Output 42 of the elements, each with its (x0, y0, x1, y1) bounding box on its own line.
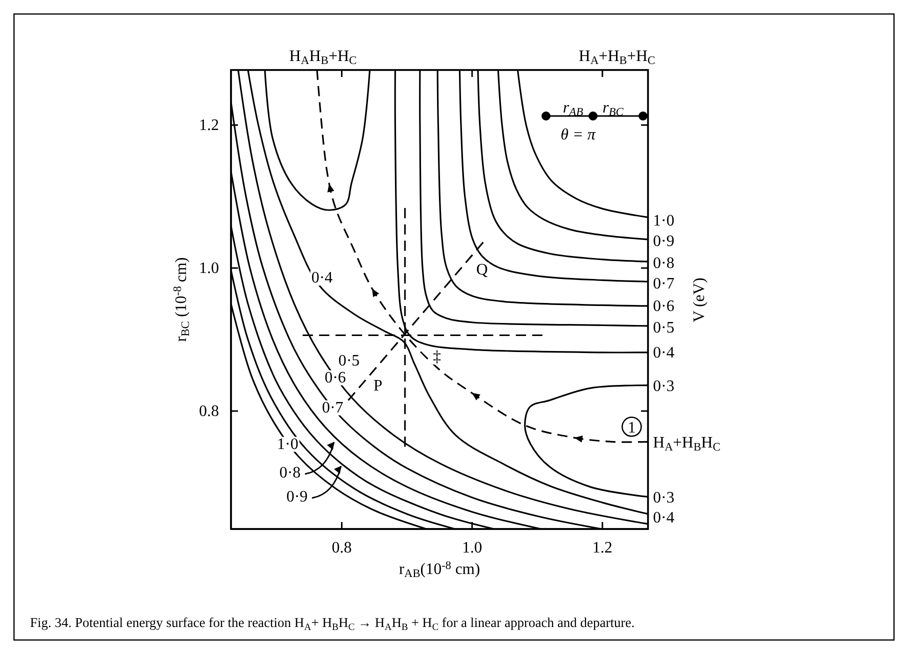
annotation: 0·8 (653, 254, 674, 272)
annotation: 0·6 (324, 369, 346, 386)
annotation: 0·5 (338, 352, 360, 370)
annotation: Q (476, 262, 488, 279)
text: H$_{A}$+H$_{B}$+H$_{C}$ (578, 48, 656, 68)
annotation: 0·9 (286, 488, 308, 506)
line-series (231, 170, 542, 529)
x-axis-title: r$_{AB}$(10$^{-8}$ cm) (398, 560, 480, 580)
line-series (497, 70, 648, 240)
text: H$_{A}$H$_{B}$+H$_{C}$ (289, 48, 358, 68)
y-tick-label: 0.8 (199, 403, 219, 420)
annotation: 0·8 (279, 464, 301, 482)
annotation: 1·0 (653, 212, 674, 230)
annotation: 0·4 (311, 270, 333, 287)
x-tick-label: 0.8 (332, 539, 352, 556)
annotation: 0·7 (653, 276, 674, 293)
annotation: r$_{AB}$ (562, 100, 584, 119)
annotation: ‡ (433, 348, 441, 366)
line-series (516, 70, 648, 218)
line-series (231, 302, 428, 529)
chart-title: Fig. 34. Potential energy surface for the reaction H$_{A}$+ H$_{B}$H$_{C}$ → H$_{A}$H$_{B}$ + H$_{C}$ for a linear approach and departure. (30, 615, 635, 633)
annotation: 0·4 (653, 344, 674, 362)
x-tick-label: 1.2 (592, 539, 612, 556)
annotation: θ = π (560, 126, 596, 144)
annotation: 0·7 (322, 399, 344, 416)
y-tick-label: 1.2 (199, 117, 219, 134)
annotation: 0·5 (653, 319, 674, 336)
annotation: r$_{BC}$ (602, 100, 624, 119)
annotation: 0·6 (653, 298, 674, 315)
line-series (477, 70, 648, 262)
annotation: P (374, 378, 383, 395)
annotation: 0·3 (653, 378, 674, 395)
annotation: 1·0 (277, 436, 298, 453)
x-tick-label: 1.0 (462, 539, 482, 556)
annotation: 1 (628, 419, 636, 436)
annotation: 0·3 (653, 489, 674, 506)
annotation: 0·9 (653, 232, 674, 250)
annotation: H$_{A}$+H$_{B}$H$_{C}$ (653, 434, 721, 454)
y2-axis-title: V (eV) (691, 278, 708, 322)
line-series (231, 225, 496, 529)
y-tick-label: 1.0 (199, 260, 219, 278)
annotation: 0·4 (653, 509, 674, 526)
